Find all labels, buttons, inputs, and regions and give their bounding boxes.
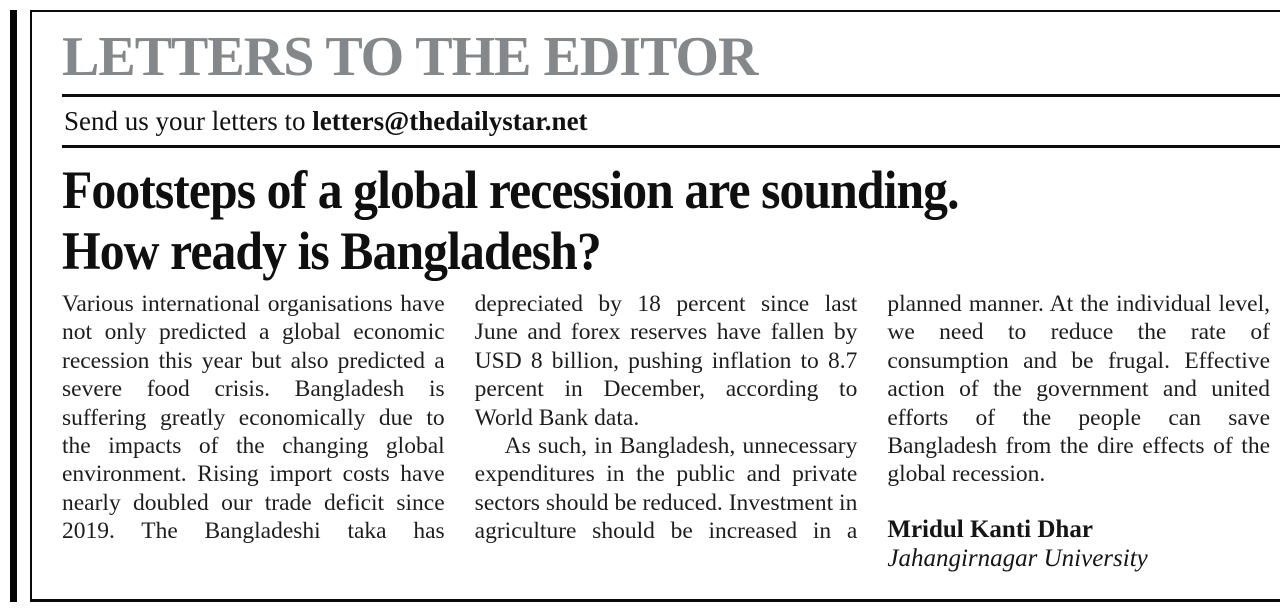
letters-section-content: LETTERS TO THE EDITOR Send us your lette… xyxy=(32,12,1280,573)
submit-line: Send us your letters to letters@thedaily… xyxy=(62,97,1280,145)
body-column-1: Various international organisations have… xyxy=(62,290,445,573)
body-paragraph: depreciated by 18 percent since last Jun… xyxy=(474,291,858,431)
author-affiliation: Jahangirnagar University xyxy=(887,544,1148,572)
headline-line-2: How ready is Bangladesh? xyxy=(62,221,602,281)
divider-rule-bottom xyxy=(62,145,1280,148)
submit-line-prefix: Send us your letters to xyxy=(64,106,313,136)
letters-section-frame: LETTERS TO THE EDITOR Send us your lette… xyxy=(30,10,1280,602)
body-paragraph: planned manner. At the individual level,… xyxy=(887,291,1271,488)
body-paragraph: As such, in Bangladesh, unnecessary expe… xyxy=(474,433,858,545)
body-paragraph: Various international organisations have… xyxy=(62,291,445,545)
author-name: Mridul Kanti Dhar xyxy=(887,515,1093,543)
divider-rule-top xyxy=(62,94,1280,97)
submit-email: letters@thedailystar.net xyxy=(312,106,588,136)
section-title: LETTERS TO THE EDITOR xyxy=(62,26,758,88)
headline-line-1: Footsteps of a global recession are soun… xyxy=(62,160,960,220)
article-body: Various international organisations have… xyxy=(62,290,1280,573)
article-headline: Footsteps of a global recession are soun… xyxy=(62,160,1272,282)
page-edge-bar xyxy=(10,10,17,602)
body-column-2: depreciated by 18 percent since last Jun… xyxy=(475,290,858,573)
body-column-3: planned manner. At the individual level,… xyxy=(887,290,1270,573)
